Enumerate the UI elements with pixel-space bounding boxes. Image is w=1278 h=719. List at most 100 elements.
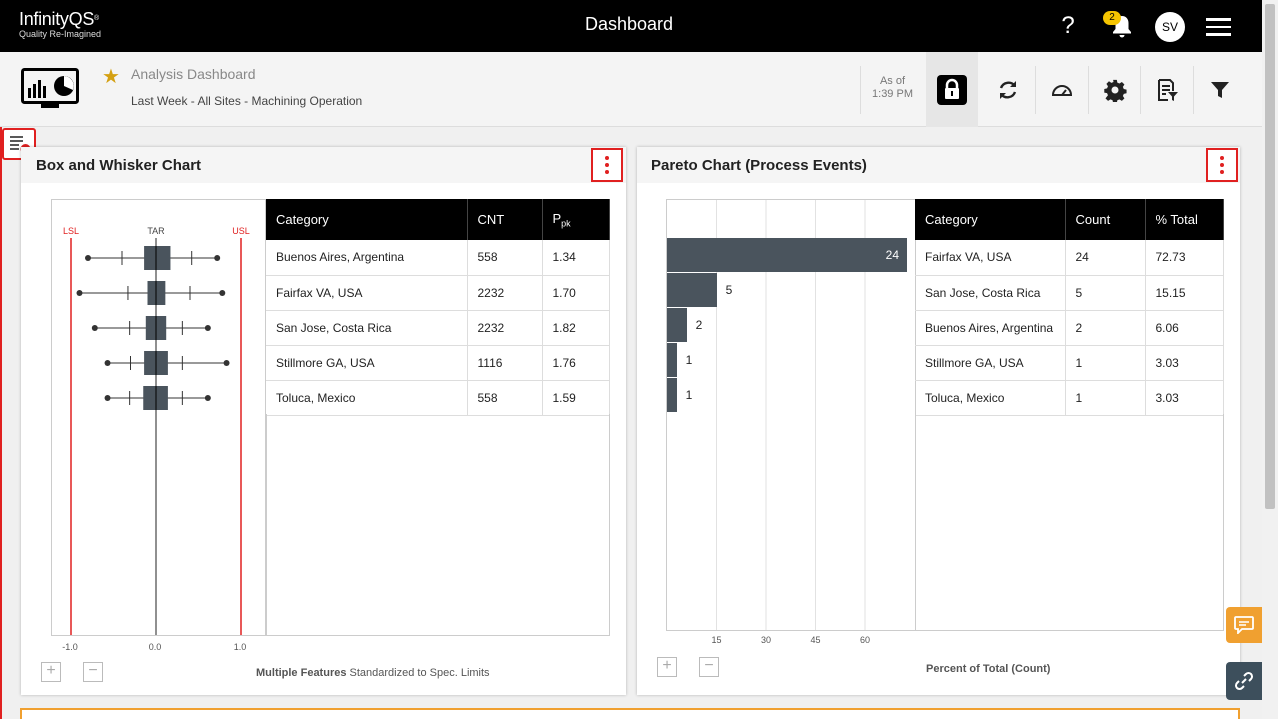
favorite-star-icon[interactable]: ★ (102, 66, 120, 88)
cell-count: 1 (1065, 380, 1146, 416)
ppk-subscript: pk (561, 218, 571, 229)
box-stats-table: Category CNT Ppk Buenos Aires, Argentina… (266, 199, 610, 416)
user-avatar[interactable]: SV (1155, 12, 1185, 42)
dashboard-name: Analysis Dashboard (131, 66, 256, 82)
settings-button[interactable] (1088, 66, 1140, 114)
chat-button[interactable] (1226, 607, 1262, 643)
next-panel-header[interactable] (20, 708, 1240, 719)
gear-icon (1103, 79, 1127, 102)
cell-pct: 15.15 (1145, 275, 1224, 311)
cell-cnt: 2232 (467, 275, 543, 311)
page-scrollbar[interactable] (1262, 0, 1278, 719)
scrollbar-thumb[interactable] (1265, 4, 1275, 509)
column-header-cnt[interactable]: CNT (467, 199, 543, 240)
x-tick-label: 30 (760, 635, 771, 645)
box-whisker-panel: Box and Whisker Chart LSL TAR USL Category… (21, 147, 626, 695)
footer-bold-label: Multiple Features (256, 667, 347, 679)
hamburger-menu-icon[interactable] (1206, 18, 1231, 36)
table-row[interactable]: Fairfax VA, USA 24 72.73 (915, 240, 1224, 276)
panel-selection-rail (0, 127, 2, 719)
panel-menu-button[interactable] (1206, 148, 1238, 182)
link-icon (1234, 671, 1254, 691)
cell-count: 2 (1065, 310, 1146, 346)
bar-data-label: 1 (686, 353, 693, 367)
table-row[interactable]: San Jose, Costa Rica 5 15.15 (915, 275, 1224, 311)
cell-ppk: 1.76 (542, 345, 610, 381)
table-row[interactable]: San Jose, Costa Rica 2232 1.82 (266, 310, 610, 346)
pareto-table: Category Count % Total Fairfax VA, USA 24… (915, 199, 1224, 416)
box-iqr (144, 246, 171, 270)
gauge-icon (1051, 85, 1072, 96)
table-row[interactable]: Toluca, Mexico 1 3.03 (915, 380, 1224, 416)
lsl-label: LSL (63, 226, 79, 236)
pareto-table-empty-area (915, 414, 1224, 631)
zoom-in-button[interactable]: + (41, 662, 61, 682)
table-row[interactable]: Fairfax VA, USA 2232 1.70 (266, 275, 610, 311)
filter-button[interactable] (1193, 66, 1245, 114)
performance-button[interactable] (1035, 66, 1087, 114)
column-header-count[interactable]: Count (1065, 199, 1146, 240)
as-of-label: As of (879, 75, 906, 87)
cell-category: Toluca, Mexico (915, 380, 1066, 416)
pareto-bar (667, 343, 677, 377)
cell-category: Buenos Aires, Argentina (915, 310, 1066, 346)
cell-pct: 6.06 (1145, 310, 1224, 346)
table-row[interactable]: Buenos Aires, Argentina 558 1.34 (266, 240, 610, 276)
cell-pct: 3.03 (1145, 380, 1224, 416)
cell-cnt: 558 (467, 240, 543, 276)
lock-button[interactable] (926, 52, 978, 127)
cell-ppk: 1.82 (542, 310, 610, 346)
tar-label: TAR (147, 226, 165, 236)
report-filter-button[interactable] (1140, 66, 1192, 114)
box-chart-footer: Multiple Features Standardized to Spec. … (256, 667, 490, 679)
document-filter-icon (1157, 79, 1178, 101)
cell-cnt: 1116 (467, 345, 543, 381)
cell-category: San Jose, Costa Rica (266, 310, 468, 346)
cell-category: San Jose, Costa Rica (915, 275, 1066, 311)
chat-bubble-icon (1234, 616, 1254, 634)
notification-badge: 2 (1103, 11, 1121, 25)
zoom-out-button[interactable]: − (83, 662, 103, 682)
zoom-in-button[interactable]: + (657, 657, 677, 677)
table-row[interactable]: Toluca, Mexico 558 1.59 (266, 380, 610, 416)
bar-data-label: 24 (886, 248, 900, 262)
table-header-row: Category CNT Ppk (266, 199, 610, 240)
refresh-button[interactable] (982, 52, 1034, 127)
column-header-category[interactable]: Category (915, 199, 1066, 240)
box-whisker-chart: LSL TAR USL (63, 226, 250, 635)
pareto-bar-chart: 24 5 2 1 1 (667, 200, 907, 630)
cell-category: Buenos Aires, Argentina (266, 240, 468, 276)
table-header-row: Category Count % Total (915, 199, 1224, 240)
bar-data-label: 2 (696, 318, 703, 332)
cell-pct: 72.73 (1145, 240, 1224, 276)
cell-ppk: 1.59 (542, 380, 610, 416)
panel-header: Pareto Chart (Process Events) (637, 147, 1240, 183)
top-bar: InfinityQS® Quality Re-Imagined Dashboar… (0, 0, 1278, 52)
usl-label: USL (232, 226, 250, 236)
panel-menu-button[interactable] (591, 148, 623, 182)
x-tick-label: 1.0 (233, 642, 247, 652)
refresh-icon (999, 80, 1017, 99)
help-icon[interactable]: ? (1061, 12, 1075, 39)
logo-name: InfinityQS (19, 9, 95, 29)
zoom-out-button[interactable]: − (699, 657, 719, 677)
cell-cnt: 558 (467, 380, 543, 416)
table-row[interactable]: Buenos Aires, Argentina 2 6.06 (915, 310, 1224, 346)
share-link-button[interactable] (1226, 662, 1262, 700)
cell-category: Stillmore GA, USA (915, 345, 1066, 381)
footer-label-rest: Standardized to Spec. Limits (349, 667, 490, 679)
pareto-x-axis: 15 30 45 60 (666, 635, 916, 651)
cell-category: Fairfax VA, USA (915, 240, 1066, 276)
dashboard-toolbar: ★ Analysis Dashboard Last Week - All Sit… (0, 52, 1262, 127)
column-header-ppk[interactable]: Ppk (542, 199, 610, 240)
lock-icon (937, 74, 967, 105)
cell-ppk: 1.70 (542, 275, 610, 311)
pareto-panel: Pareto Chart (Process Events) 24 5 2 1 1 15 3… (637, 147, 1240, 695)
funnel-icon (1210, 82, 1229, 98)
x-tick-label: -1.0 (62, 642, 78, 652)
infinityqs-logo[interactable]: InfinityQS® Quality Re-Imagined (19, 9, 101, 39)
table-row[interactable]: Stillmore GA, USA 1 3.03 (915, 345, 1224, 381)
table-row[interactable]: Stillmore GA, USA 1116 1.76 (266, 345, 610, 381)
column-header-pct-total[interactable]: % Total (1145, 199, 1224, 240)
column-header-category[interactable]: Category (266, 199, 468, 240)
